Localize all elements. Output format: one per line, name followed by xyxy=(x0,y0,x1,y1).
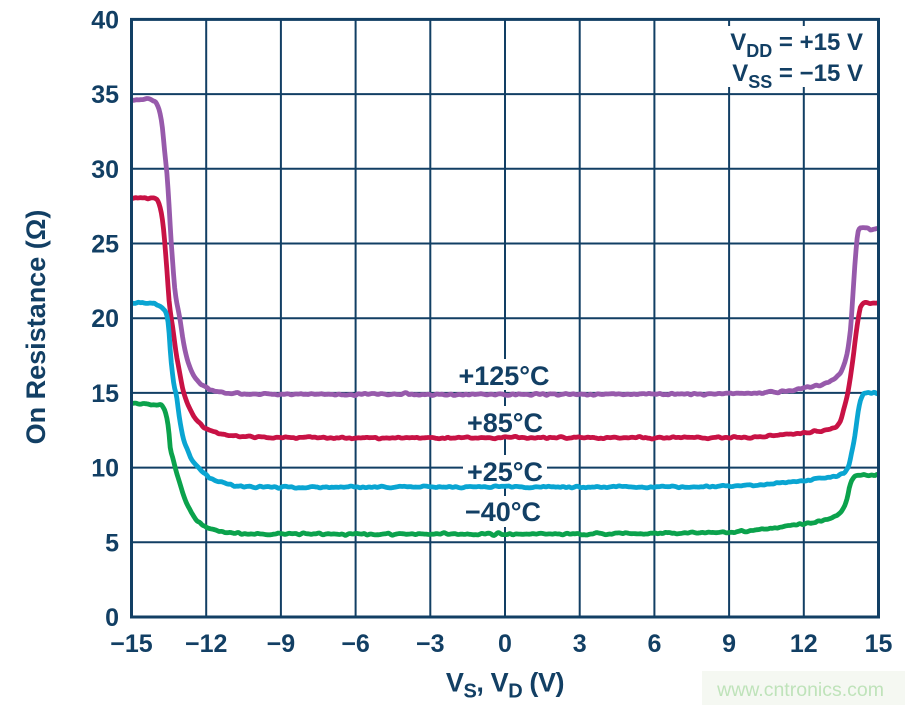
svg-text:−3: −3 xyxy=(416,630,445,658)
svg-text:−9: −9 xyxy=(267,630,296,658)
svg-text:+125°C: +125°C xyxy=(458,361,549,391)
svg-text:−40°C: −40°C xyxy=(465,497,541,527)
svg-text:On Resistance (Ω): On Resistance (Ω) xyxy=(21,210,51,445)
svg-text:25: 25 xyxy=(91,231,119,259)
svg-text:0: 0 xyxy=(105,604,119,632)
svg-text:−12: −12 xyxy=(185,630,227,658)
svg-text:www.cntronics.com: www.cntronics.com xyxy=(716,679,884,701)
svg-text:6: 6 xyxy=(647,630,661,658)
svg-text:10: 10 xyxy=(91,455,119,483)
svg-text:−6: −6 xyxy=(341,630,370,658)
svg-text:5: 5 xyxy=(105,529,119,557)
svg-text:20: 20 xyxy=(91,305,119,333)
svg-text:35: 35 xyxy=(91,81,119,109)
svg-text:40: 40 xyxy=(91,6,119,34)
svg-text:15: 15 xyxy=(91,380,119,408)
svg-text:12: 12 xyxy=(790,630,818,658)
svg-text:3: 3 xyxy=(573,630,587,658)
svg-text:9: 9 xyxy=(722,630,736,658)
svg-text:30: 30 xyxy=(91,156,119,184)
svg-text:−15: −15 xyxy=(110,630,153,658)
svg-text:0: 0 xyxy=(498,630,512,658)
svg-text:15: 15 xyxy=(865,630,893,658)
svg-text:+25°C: +25°C xyxy=(467,457,543,487)
svg-text:+85°C: +85°C xyxy=(467,408,543,438)
